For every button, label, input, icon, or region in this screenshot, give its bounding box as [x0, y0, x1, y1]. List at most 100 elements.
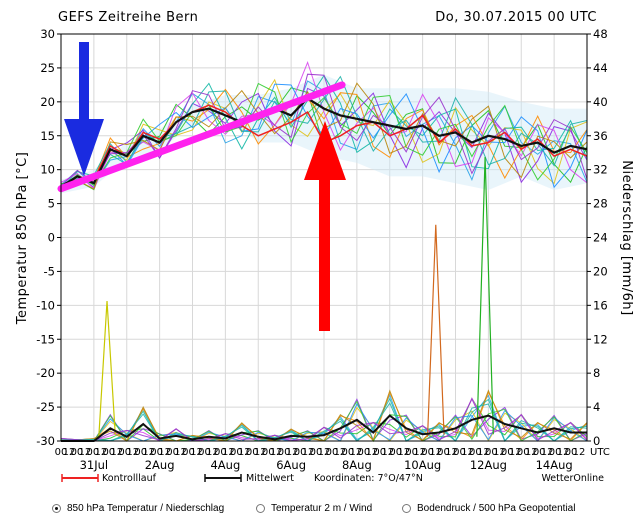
x-hour-tick-label: 12 — [334, 447, 347, 458]
x-hour-tick-label: 00 — [326, 447, 339, 458]
x-hour-tick-label: 00 — [549, 447, 562, 458]
x-hour-tick-label: 00 — [182, 447, 195, 458]
option-850hpa[interactable]: 850 hPa Temperatur / Niederschlag — [52, 503, 224, 514]
trend-line — [57, 81, 346, 193]
y-tick-label: -15 — [36, 332, 55, 346]
x-hour-tick-label: 00 — [533, 447, 546, 458]
x-hour-tick-label: 12 — [126, 447, 139, 458]
x-day-label: 4Aug — [210, 458, 240, 472]
x-hour-tick-label: 00 — [294, 447, 307, 458]
x-hour-tick-label: 12 — [525, 447, 538, 458]
radio-850hpa[interactable] — [52, 504, 61, 513]
x-hour-tick-label: 00 — [357, 447, 370, 458]
x-hour-tick-label: 00 — [501, 447, 514, 458]
x-hour-tick-label: 12 — [365, 447, 378, 458]
legend-mean-label: Mittelwert — [246, 473, 294, 484]
option-pressure-label: Bodendruck / 500 hPa Geopotential — [417, 503, 576, 514]
ensemble-member-line — [60, 82, 588, 189]
x-hour-tick-label: 12 — [381, 447, 394, 458]
y-tick-label: 15 — [40, 129, 55, 143]
y2-tick-label: 12 — [593, 332, 608, 346]
y2-tick-label: 28 — [593, 197, 608, 211]
y2-tick-label: 4 — [593, 400, 600, 414]
x-hour-tick-label: 00 — [246, 447, 259, 458]
x-hour-tick-label: 00 — [389, 447, 402, 458]
y2-tick-label: 24 — [593, 231, 608, 245]
x-hour-tick-label: 00 — [118, 447, 131, 458]
legend: Kontrolllauf Mittelwert Koordinaten: 7°O… — [61, 473, 604, 484]
x-hour-tick-label: 12 — [429, 447, 442, 458]
x-hour-tick-label: 12 — [477, 447, 490, 458]
x-hour-tick-label: 12 — [110, 447, 123, 458]
y-tick-label: 10 — [40, 163, 55, 177]
precip-peak — [476, 156, 494, 437]
x-hour-tick-label: 12 — [63, 447, 76, 458]
y-tick-label: 25 — [40, 61, 55, 75]
x-hour-tick-label: 00 — [373, 447, 386, 458]
x-hour-tick-label: 00 — [55, 447, 68, 458]
radio-pressure[interactable] — [402, 504, 411, 513]
x-hour-tick-label: 12 — [158, 447, 171, 458]
x-hour-tick-label: 12 — [541, 447, 554, 458]
x-hour-tick-label: 00 — [102, 447, 115, 458]
x-hour-tick-label: 00 — [405, 447, 418, 458]
x-hour-tick-label: 00 — [421, 447, 434, 458]
run-date: Do, 30.07.2015 00 UTC — [435, 10, 597, 25]
x-day-label: 12Aug — [470, 458, 507, 472]
y-tick-label: 20 — [40, 95, 55, 109]
ensemble-member-line — [60, 73, 588, 187]
y-axis-label-left: Temperatur 850 hPa [°C] — [15, 152, 30, 326]
y2-tick-label: 0 — [593, 434, 600, 448]
x-hour-tick-label: 00 — [198, 447, 211, 458]
up-arrow-head — [304, 121, 346, 180]
x-hour-tick-label: 12 — [302, 447, 315, 458]
x-hour-tick-label: 00 — [342, 447, 355, 458]
ensemble-member-line — [60, 87, 588, 189]
y-tick-label: 30 — [40, 27, 55, 41]
x-hour-tick-label: 12 — [461, 447, 474, 458]
x-hour-tick-label: 12 — [286, 447, 299, 458]
x-hour-tick-label: 12 — [94, 447, 107, 458]
option-2m-wind[interactable]: Temperatur 2 m / Wind — [256, 503, 372, 514]
y-tick-label: -20 — [36, 366, 55, 380]
x-hour-tick-label: 12 — [397, 447, 410, 458]
brand: WetterOnline — [541, 473, 604, 484]
x-hour-tick-label: 00 — [134, 447, 147, 458]
precip-peak — [426, 224, 445, 437]
ensemble-member-line — [60, 60, 588, 190]
x-hour-tick-label: 12 — [270, 447, 283, 458]
chart-type-selector: 850 hPa Temperatur / Niederschlag Temper… — [0, 498, 639, 523]
up-arrow-shaft — [319, 176, 330, 331]
x-hour-tick-label: 12 — [206, 447, 219, 458]
x-hour-tick-label: 12 — [254, 447, 267, 458]
x-hour-tick-label: 00 — [262, 447, 275, 458]
down-arrow-head — [64, 119, 104, 176]
mean-temperature-line — [60, 96, 588, 188]
x-axis: 0012001200120012001200120012001200120012… — [55, 447, 610, 472]
y-tick-label: 0 — [48, 231, 55, 245]
y2-tick-label: 20 — [593, 264, 608, 278]
x-hour-tick-label: 00 — [214, 447, 227, 458]
x-unit-label: UTC — [590, 447, 610, 458]
chart-title: GEFS Zeitreihe Bern — [58, 10, 198, 25]
x-hour-tick-label: 12 — [174, 447, 187, 458]
x-hour-tick-label: 00 — [565, 447, 578, 458]
option-pressure[interactable]: Bodendruck / 500 hPa Geopotential — [402, 503, 575, 514]
x-hour-tick-label: 12 — [509, 447, 522, 458]
x-hour-tick-label: 00 — [469, 447, 482, 458]
x-hour-tick-label: 12 — [493, 447, 506, 458]
x-hour-tick-label: 12 — [413, 447, 426, 458]
down-arrow-shaft — [79, 42, 89, 120]
radio-2m-wind[interactable] — [256, 504, 265, 513]
legend-control-label: Kontrolllauf — [102, 473, 157, 484]
x-day-label: 31Jul — [80, 458, 109, 472]
x-hour-tick-label: 12 — [573, 447, 586, 458]
x-day-label: 2Aug — [145, 458, 175, 472]
y-tick-label: -25 — [36, 400, 55, 414]
x-hour-tick-label: 00 — [453, 447, 466, 458]
y2-tick-label: 8 — [593, 366, 600, 380]
annotations — [57, 42, 346, 331]
x-hour-tick-label: 12 — [142, 447, 155, 458]
x-hour-tick-label: 12 — [190, 447, 203, 458]
